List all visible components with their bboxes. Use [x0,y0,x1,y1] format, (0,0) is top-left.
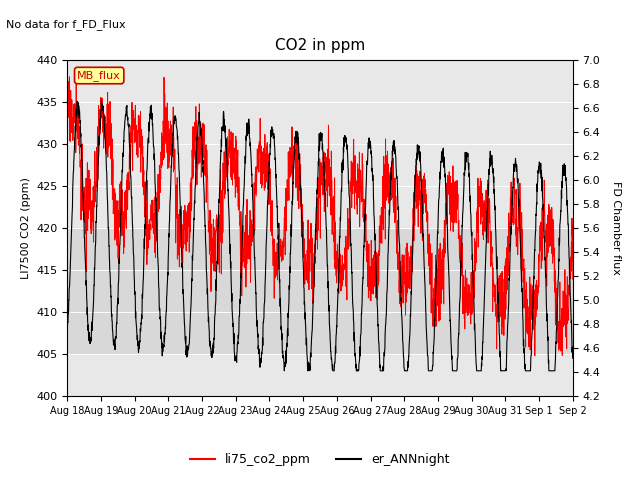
Text: MB_flux: MB_flux [77,70,121,81]
Text: CO2 in ppm: CO2 in ppm [275,38,365,53]
Text: No data for f_FD_Flux: No data for f_FD_Flux [6,19,126,30]
Bar [67,228,573,354]
Legend: li75_co2_ppm, er_ANNnight: li75_co2_ppm, er_ANNnight [186,448,454,471]
Y-axis label: FD Chamber flux: FD Chamber flux [611,181,621,275]
Y-axis label: LI7500 CO2 (ppm): LI7500 CO2 (ppm) [20,177,31,279]
